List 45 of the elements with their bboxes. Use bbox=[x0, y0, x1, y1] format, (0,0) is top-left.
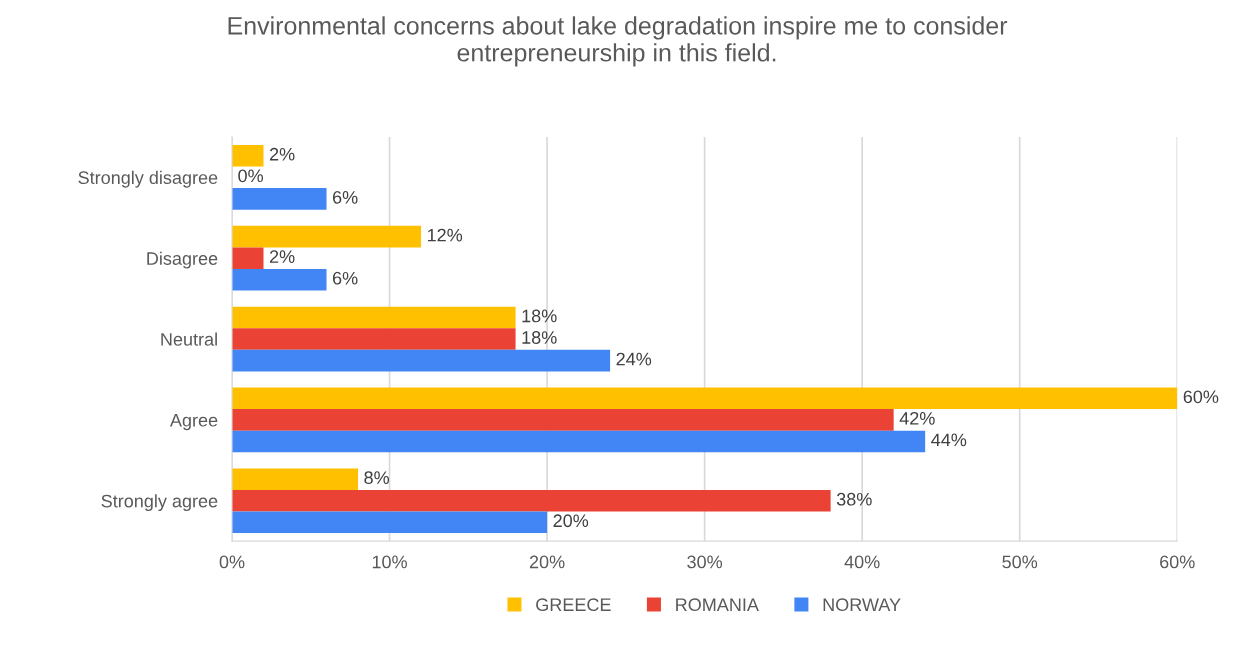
y-tick-label: Disagree bbox=[147, 251, 218, 269]
data-label: 8% bbox=[364, 471, 390, 485]
data-label: 38% bbox=[836, 492, 872, 506]
bar bbox=[231, 489, 831, 512]
data-label: 12% bbox=[427, 228, 463, 242]
x-tick-label: 30% bbox=[687, 555, 723, 569]
data-label: 6% bbox=[332, 190, 358, 204]
x-tick-label: 0% bbox=[219, 555, 245, 569]
x-tick-label: 10% bbox=[372, 555, 407, 569]
bar bbox=[231, 306, 516, 329]
data-label: 44% bbox=[931, 433, 967, 447]
legend-label: NORWAY bbox=[823, 598, 901, 612]
bar bbox=[231, 328, 516, 350]
y-tick-label: Strongly disagree bbox=[78, 170, 218, 188]
bar bbox=[231, 247, 264, 269]
x-tick-label: 40% bbox=[844, 555, 880, 569]
data-label: 18% bbox=[522, 309, 557, 323]
legend-label: ROMANIA bbox=[676, 598, 759, 612]
data-label: 24% bbox=[616, 352, 652, 366]
bar bbox=[231, 511, 548, 534]
bar bbox=[231, 188, 327, 210]
x-tick-label: 20% bbox=[529, 555, 565, 569]
data-label: 20% bbox=[553, 514, 589, 528]
data-label: 60% bbox=[1183, 390, 1219, 404]
data-label: 18% bbox=[522, 331, 557, 344]
data-label: 0% bbox=[238, 169, 263, 183]
y-tick-label: Neutral bbox=[161, 332, 217, 346]
bar bbox=[231, 349, 611, 372]
bar bbox=[231, 145, 264, 167]
bar bbox=[231, 409, 894, 431]
data-label: 6% bbox=[332, 271, 358, 285]
chart-title: Environmental concerns about lake degradation inspire me to consider entrepreneurship in this field. bbox=[228, 16, 1008, 67]
bar bbox=[231, 468, 359, 490]
legend-label: GREECE bbox=[536, 598, 611, 612]
x-tick-label: 60% bbox=[1160, 555, 1195, 569]
x-tick-label: 50% bbox=[1002, 555, 1038, 569]
y-tick-label: Strongly agree bbox=[101, 494, 218, 512]
data-label: 2% bbox=[269, 147, 295, 161]
bar bbox=[231, 430, 926, 453]
bar bbox=[231, 387, 1178, 410]
data-label: 2% bbox=[269, 250, 295, 263]
data-label: 42% bbox=[899, 411, 935, 425]
bar bbox=[231, 225, 422, 248]
y-tick-label: Agree bbox=[169, 414, 218, 431]
bar bbox=[231, 268, 327, 291]
